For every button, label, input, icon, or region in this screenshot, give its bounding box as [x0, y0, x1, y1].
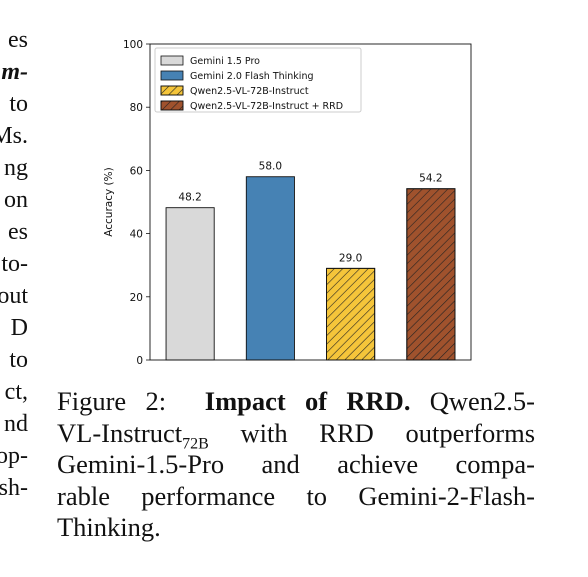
value-label: 48.2	[178, 192, 201, 204]
bar	[245, 176, 295, 361]
margin-fragment: Ms.	[0, 123, 28, 149]
margin-fragment: m-	[1, 59, 28, 85]
legend-label: Gemini 1.5 Pro	[190, 56, 260, 67]
margin-fragment: es	[8, 27, 28, 53]
margin-fragment: es	[8, 219, 28, 245]
legend-label: Gemini 2.0 Flash Thinking	[190, 71, 314, 82]
y-tick-label: 60	[130, 165, 143, 177]
value-label: 29.0	[339, 252, 362, 264]
legend-label: Qwen2.5-VL-72B-Instruct + RRD	[190, 101, 343, 112]
margin-fragment: to	[9, 347, 28, 373]
margin-fragment: on	[4, 187, 28, 213]
margin-fragment: nd	[4, 411, 28, 437]
bar-hatch	[406, 188, 456, 361]
legend-swatch-hatch	[160, 85, 184, 96]
caption-text: VL-Instruct	[57, 417, 183, 448]
caption-text: with RRD outperforms	[240, 417, 536, 448]
caption-title: Impact of RRD.	[204, 386, 411, 416]
value-label: 54.2	[419, 173, 442, 185]
y-tick-label: 40	[130, 229, 143, 241]
margin-fragment: D	[10, 315, 28, 341]
caption-line: VL-Instruct72B with RRD outperforms	[57, 417, 536, 452]
bar-hatch	[326, 267, 376, 361]
margin-fragment: sh-	[0, 475, 28, 501]
y-tick-label: 80	[130, 102, 143, 114]
margin-fragment: ng	[4, 155, 28, 181]
value-label: 58.0	[259, 161, 282, 173]
legend-box	[154, 47, 362, 113]
y-tick-label: 100	[123, 39, 143, 51]
caption-subscript: 72B	[182, 434, 209, 452]
plot-frame	[149, 43, 472, 361]
caption: Figure 2: Impact of RRD. Qwen2.5- VL-Ins…	[57, 386, 535, 544]
margin-fragment: ct,	[4, 379, 28, 405]
y-tick-label: 0	[136, 355, 143, 367]
caption-line: rable performance to Gemini-2-Flash-	[57, 480, 535, 511]
y-axis-label: Accuracy (%)	[103, 167, 115, 236]
legend-swatch	[160, 70, 184, 81]
margin-fragment: to	[9, 91, 28, 117]
legend-swatch-hatch	[160, 100, 184, 111]
legend-swatch	[160, 55, 184, 66]
caption-line: Thinking.	[57, 512, 161, 542]
y-tick-label: 20	[130, 292, 143, 304]
margin-fragment: op-	[0, 443, 28, 469]
caption-text: Qwen2.5-	[429, 386, 536, 416]
legend-label: Qwen2.5-VL-72B-Instruct	[190, 86, 309, 97]
chart: Accuracy (%) 0 20 40 60 80 100 48.2 58.0 29.0 54.…	[103, 39, 472, 367]
caption-label: Figure 2:	[57, 386, 167, 416]
bar	[165, 207, 215, 361]
margin-fragment: to-	[1, 251, 28, 277]
caption-line: Figure 2: Impact of RRD. Qwen2.5-	[57, 386, 535, 418]
caption-line: Gemini-1.5-Pro and achieve compa-	[57, 449, 535, 479]
margin-fragment: out	[0, 283, 28, 309]
